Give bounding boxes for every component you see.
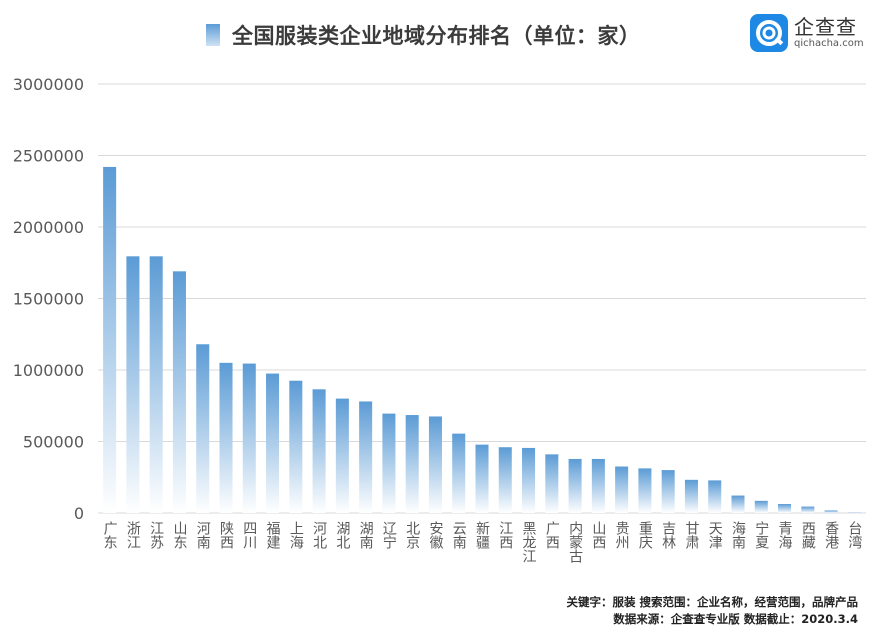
bar-甘肃	[684, 479, 698, 513]
footer-source: 数据来源：企查查专业版 数据截止：2020.3.4	[613, 612, 858, 626]
y-tick-label: 1000000	[13, 361, 84, 380]
x-tick-label: 四川	[241, 521, 257, 549]
logo-domain: qichacha.com	[794, 38, 864, 49]
x-tick-label: 江西	[497, 521, 513, 549]
legend-swatch	[206, 24, 220, 46]
bar-山东	[172, 271, 186, 513]
bar-上海	[289, 380, 303, 513]
x-tick-label: 吉林	[660, 521, 676, 549]
bar-内蒙古	[568, 458, 582, 513]
x-tick-label: 黑龙江	[521, 521, 537, 563]
x-tick-label: 青海	[777, 521, 793, 549]
bar-河北	[312, 389, 326, 513]
y-tick-label: 2500000	[13, 147, 84, 166]
bar-新疆	[475, 444, 489, 513]
bar-香港	[824, 510, 838, 513]
x-tick-label: 湖北	[334, 521, 350, 550]
x-tick-label: 上海	[288, 521, 304, 549]
footer-keywords: 关键字：服装 搜索范围：企业名称，经营范围，品牌产品	[566, 595, 858, 609]
bar-chart: 0 500000 1000000 1500000 2000000 2500000 30000…	[13, 75, 866, 563]
bar-台湾	[847, 512, 861, 514]
y-tick-label: 2000000	[13, 218, 84, 237]
y-tick-label: 500000	[23, 433, 84, 452]
x-tick-label: 福建	[265, 521, 281, 550]
x-tick-label: 甘肃	[683, 521, 699, 549]
logo-text: 企查查 qichacha.com	[794, 16, 864, 50]
bar-浙江	[126, 256, 140, 513]
bar-贵州	[615, 466, 629, 513]
x-tick-label: 新疆	[474, 521, 490, 549]
bar-陕西	[219, 362, 233, 513]
x-tick-label: 贵州	[614, 521, 630, 549]
bar-北京	[405, 415, 419, 513]
x-tick-label: 山东	[171, 521, 187, 549]
x-tick-label: 河南	[195, 521, 211, 549]
x-tick-label: 陕西	[218, 521, 234, 549]
bar-安徽	[428, 416, 442, 513]
bar-辽宁	[382, 413, 396, 513]
logo-icon	[750, 14, 788, 52]
x-tick-label: 湖南	[358, 521, 374, 549]
x-tick-label: 天津	[707, 521, 723, 549]
bar-河南	[196, 344, 210, 513]
bar-西藏	[801, 506, 815, 513]
x-tick-label: 香港	[823, 521, 839, 549]
y-axis-ticks: 0 500000 1000000 1500000 2000000 2500000 30000…	[13, 75, 84, 523]
bar-海南	[731, 495, 745, 513]
bar-山西	[591, 458, 605, 513]
x-tick-label: 重庆	[637, 521, 653, 549]
x-tick-label: 安徽	[427, 521, 443, 549]
bar-江西	[498, 447, 512, 513]
bar-青海	[778, 503, 792, 513]
bars	[103, 166, 861, 514]
logo-name: 企查查	[794, 15, 857, 39]
x-tick-label: 辽宁	[381, 521, 397, 549]
x-tick-label: 广西	[544, 521, 560, 549]
x-tick-label: 海南	[730, 521, 746, 549]
x-tick-label: 西藏	[800, 521, 816, 549]
chart-footer: 关键字：服装 搜索范围：企业名称，经营范围，品牌产品 数据来源：企查查专业版 数…	[566, 594, 858, 628]
x-tick-label: 广东	[102, 521, 118, 549]
x-tick-label: 宁夏	[753, 520, 769, 549]
bar-湖北	[335, 398, 349, 513]
bar-湖南	[359, 401, 373, 513]
x-axis-labels: 广东 浙江 江苏 山东 河南 陕西 四川 福建 上海 河北 湖北 湖南 辽宁 北京 安徽 云南 新疆 江西 黑龙江广…	[102, 520, 863, 563]
y-tick-label: 0	[74, 504, 84, 523]
title-group: 全国服装类企业地域分布排名（单位：家）	[206, 20, 641, 50]
x-tick-label: 浙江	[125, 521, 141, 549]
bar-吉林	[661, 470, 675, 513]
x-tick-label: 内蒙古	[567, 521, 583, 563]
bar-天津	[708, 480, 722, 513]
x-tick-label: 江苏	[148, 521, 164, 550]
bar-广西	[545, 454, 559, 513]
x-tick-label: 河北	[311, 521, 327, 550]
y-tick-label: 1500000	[13, 290, 84, 309]
y-tick-label: 3000000	[13, 75, 84, 94]
x-tick-label: 山西	[590, 521, 606, 549]
bar-宁夏	[754, 500, 768, 513]
x-tick-label: 台湾	[846, 521, 862, 549]
bar-广东	[103, 166, 117, 513]
bar-福建	[266, 373, 280, 513]
bar-重庆	[638, 468, 652, 513]
chart-title: 全国服装类企业地域分布排名（单位：家）	[232, 24, 641, 48]
x-tick-label: 云南	[451, 521, 467, 549]
qichacha-logo: 企查查 qichacha.com	[750, 14, 864, 52]
bar-江苏	[149, 256, 163, 513]
bar-云南	[452, 433, 466, 513]
chart-header: 全国服装类企业地域分布排名（单位：家） 企查查 qichacha.com	[0, 0, 880, 72]
x-tick-label: 北京	[404, 521, 420, 549]
bar-四川	[242, 363, 256, 513]
bar-黑龙江	[522, 447, 536, 513]
